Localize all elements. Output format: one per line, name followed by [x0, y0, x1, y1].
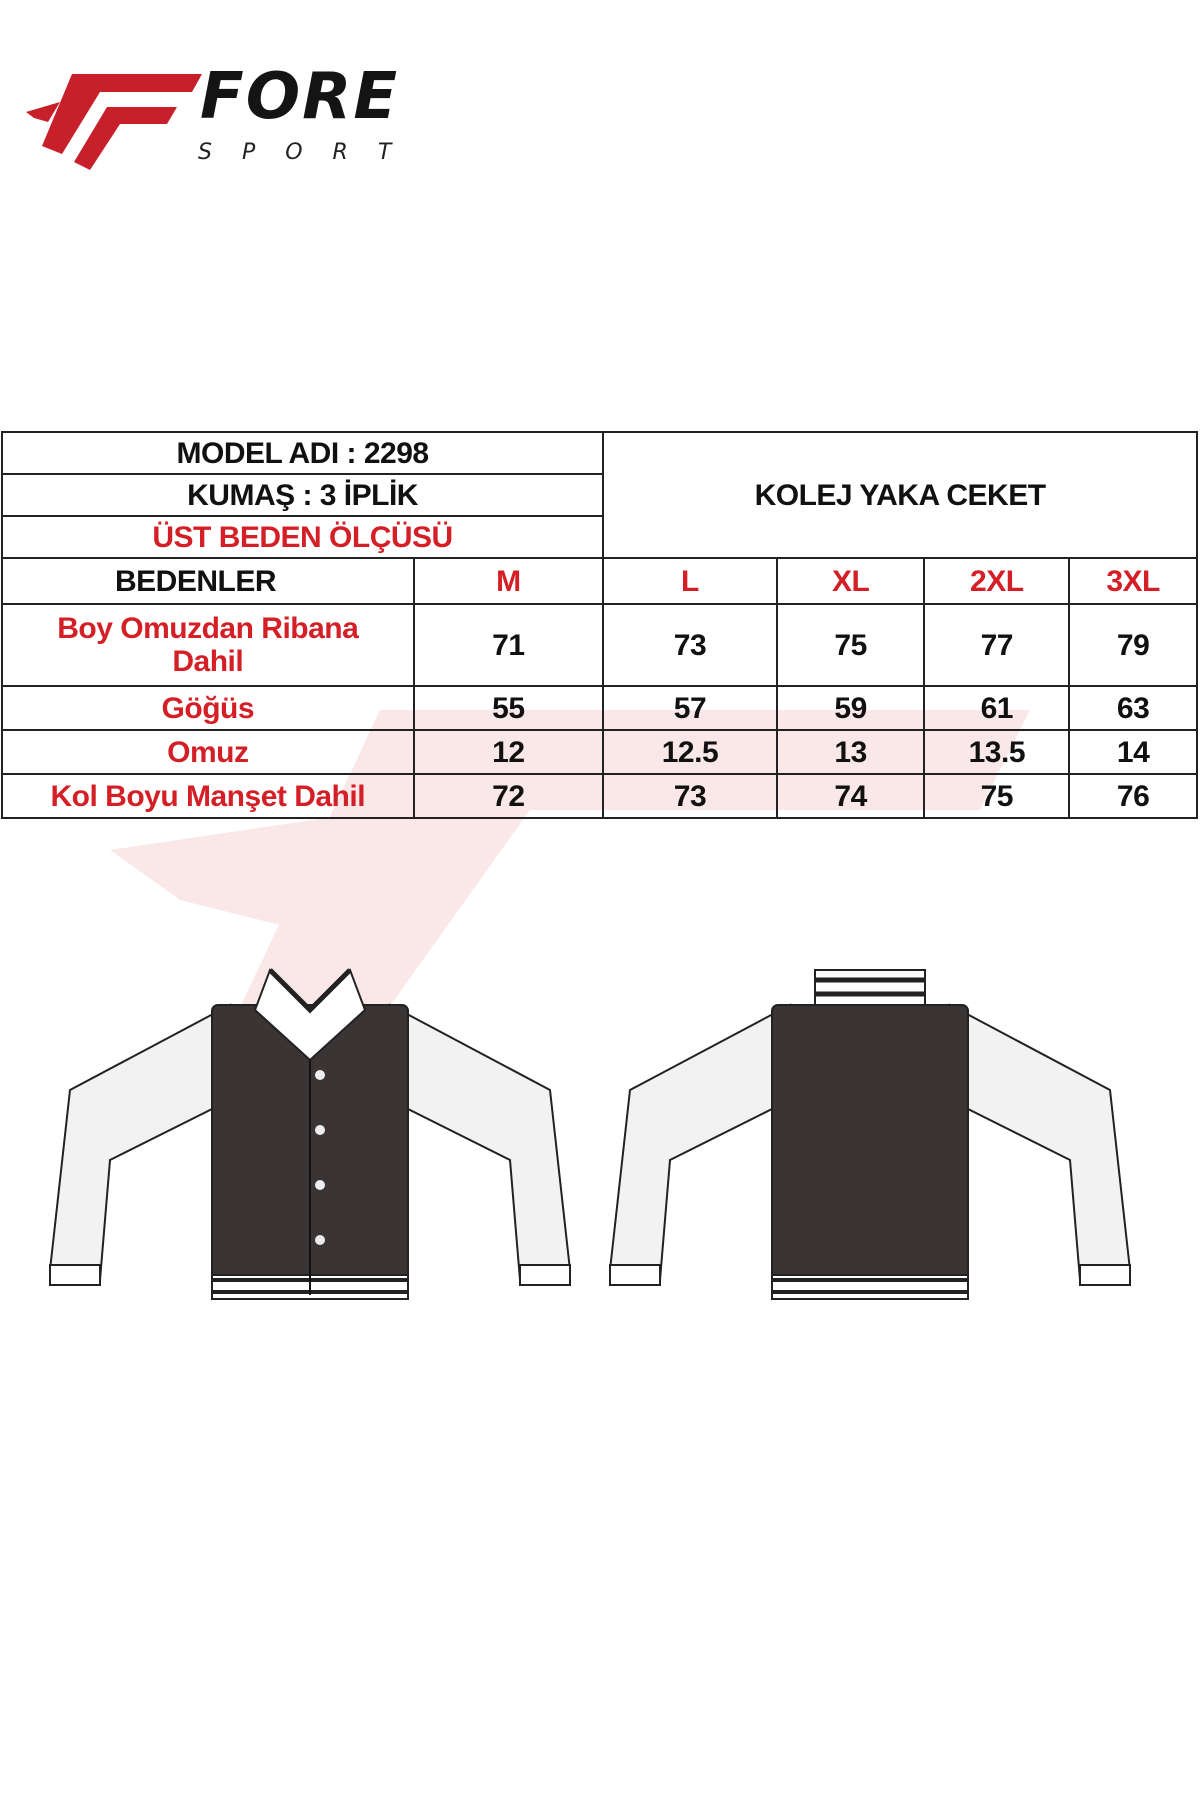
table-row: Omuz 12 12.5 13 13.5 14	[1, 729, 1198, 775]
product-name: KOLEJ YAKA CEKET	[602, 431, 1198, 559]
cell: 55	[412, 685, 605, 731]
cell: 59	[775, 685, 926, 731]
brand-name: FORE	[200, 60, 400, 134]
cell: 57	[602, 685, 778, 731]
size-m: M	[412, 557, 605, 605]
size-3xl: 3XL	[1068, 557, 1198, 605]
section-title: ÜST BEDEN ÖLÇÜSÜ	[0, 515, 605, 559]
jacket-back-icon	[608, 969, 1132, 1300]
cell: 79	[1068, 603, 1198, 687]
row-label: Kol Boyu Manşet Dahil	[1, 773, 415, 819]
cell: 77	[923, 603, 1071, 687]
table-row: Göğüs 55 57 59 61 63	[1, 685, 1198, 731]
cell: 13	[775, 729, 926, 775]
cell: 12.5	[602, 729, 778, 775]
cell: 73	[602, 773, 778, 819]
cell: 13.5	[923, 729, 1071, 775]
cell: 73	[602, 603, 778, 687]
row-label: Boy Omuzdan Ribana Dahil	[1, 603, 415, 687]
row-label: Omuz	[1, 729, 415, 775]
cell: 76	[1068, 773, 1198, 819]
cell: 61	[923, 685, 1071, 731]
fore-sport-logo-icon	[26, 74, 202, 170]
fabric: KUMAŞ : 3 İPLİK	[0, 473, 605, 517]
jacket-front-icon	[48, 968, 572, 1300]
size-header: BEDENLER	[1, 557, 415, 605]
cell: 12	[412, 729, 605, 775]
jacket-illustration-icon	[48, 968, 1132, 1300]
table-row: Kol Boyu Manşet Dahil 72 73 74 75 76	[1, 773, 1198, 819]
size-l: L	[602, 557, 778, 605]
cell: 75	[775, 603, 926, 687]
cell: 74	[775, 773, 926, 819]
row-label: Göğüs	[1, 685, 415, 731]
cell: 14	[1068, 729, 1198, 775]
cell: 75	[923, 773, 1071, 819]
model-name: MODEL ADI : 2298	[0, 431, 605, 475]
table-row: Boy Omuzdan Ribana Dahil 71 73 75 77 79	[1, 603, 1198, 687]
cell: 72	[412, 773, 605, 819]
cell: 71	[412, 603, 605, 687]
brand-subtitle: SPORT	[198, 140, 422, 165]
cell: 63	[1068, 685, 1198, 731]
size-chart-table: MODEL ADI : 2298 KOLEJ YAKA CEKET KUMAŞ :…	[0, 431, 1198, 819]
size-xl: XL	[775, 557, 926, 605]
size-2xl: 2XL	[923, 557, 1071, 605]
